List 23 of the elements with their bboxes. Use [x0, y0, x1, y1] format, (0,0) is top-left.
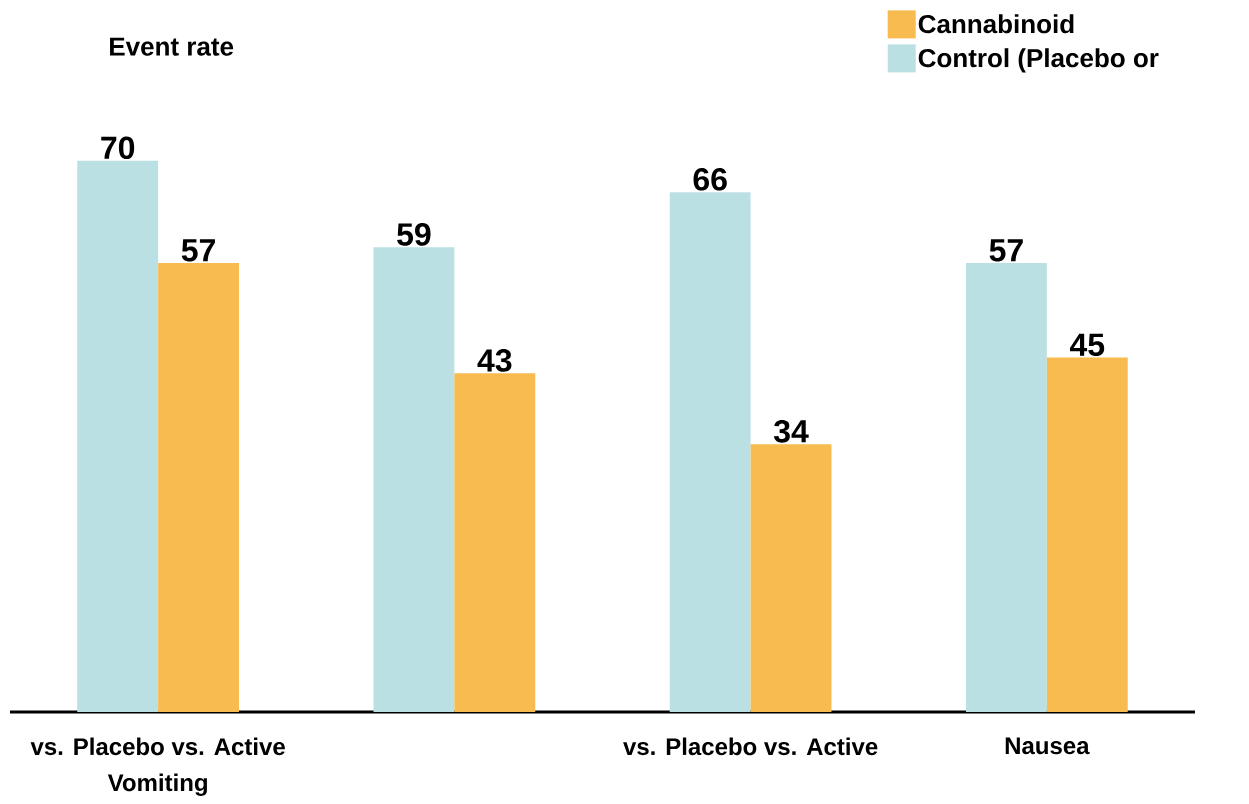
text: Vomiting	[107, 773, 207, 796]
bar	[965, 263, 1047, 712]
bar	[1046, 357, 1128, 712]
legend-label: Control (Placebo or	[918, 48, 1159, 73]
data-label: 43	[477, 349, 512, 372]
bar	[77, 160, 159, 712]
data-label: 34	[773, 419, 809, 443]
data-label: 57	[181, 239, 215, 262]
legend-label: Cannabinoid	[918, 14, 1074, 34]
data-label: 70	[101, 136, 135, 160]
bar	[454, 373, 536, 712]
bar	[750, 444, 832, 712]
bar	[158, 263, 239, 712]
data-label: 45	[1069, 333, 1105, 357]
data-label: 57	[989, 239, 1023, 262]
x-tick-label: Nausea	[1005, 737, 1090, 755]
bar	[669, 192, 751, 712]
x-tick-label: vs. Placebo vs. Active	[30, 737, 285, 756]
y-axis-title: Event rate	[110, 37, 234, 56]
x-tick-label: vs. Placebo vs. Active	[623, 737, 878, 756]
data-label: 59	[397, 223, 431, 246]
bar	[373, 247, 455, 712]
data-label: 66	[693, 167, 727, 191]
